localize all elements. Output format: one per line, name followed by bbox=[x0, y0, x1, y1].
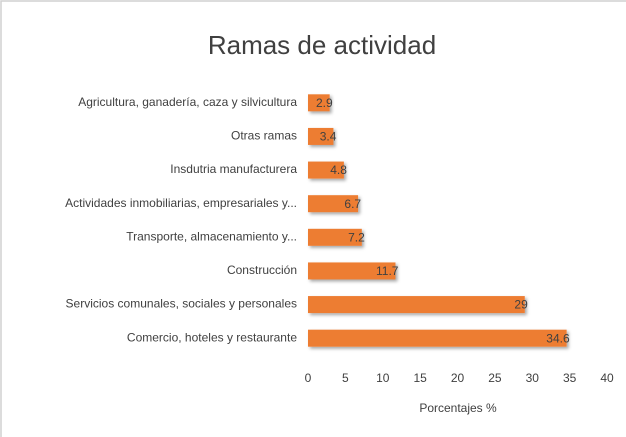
data-label: 34.6 bbox=[546, 331, 570, 345]
x-tick-label: 0 bbox=[305, 371, 312, 385]
data-label: 6.7 bbox=[344, 197, 361, 211]
data-label: 29 bbox=[514, 298, 528, 312]
x-tick-label: 20 bbox=[451, 371, 465, 385]
bar bbox=[308, 127, 334, 145]
bar bbox=[308, 262, 396, 280]
data-label: 3.4 bbox=[320, 130, 337, 144]
x-tick-label: 5 bbox=[342, 371, 349, 385]
y-tick-label: Agricultura, ganadería, caza y silvicult… bbox=[78, 95, 297, 109]
x-tick-label: 30 bbox=[526, 371, 540, 385]
y-tick-label: Construcción bbox=[227, 263, 297, 277]
x-tick-label: 35 bbox=[563, 371, 577, 385]
data-label: 4.8 bbox=[330, 163, 347, 177]
x-tick-label: 10 bbox=[376, 371, 390, 385]
data-label: 7.2 bbox=[348, 230, 365, 244]
data-label: 11.7 bbox=[376, 264, 399, 278]
data-label: 2.9 bbox=[316, 96, 333, 110]
y-tick-label: Otras ramas bbox=[231, 129, 297, 143]
bar bbox=[308, 296, 525, 314]
bar bbox=[308, 329, 567, 347]
bar bbox=[308, 94, 330, 112]
y-tick-label: Insdutria manufacturera bbox=[170, 162, 297, 176]
x-tick-label: 25 bbox=[488, 371, 502, 385]
bar bbox=[308, 161, 344, 179]
chart-title: Ramas de actividad bbox=[208, 30, 436, 60]
bar bbox=[308, 195, 359, 213]
y-tick-label: Actividades inmobiliarias, empresariales… bbox=[65, 196, 297, 210]
y-tick-label: Transporte, almacenamiento y... bbox=[126, 229, 297, 243]
y-tick-label: Servicios comunales, sociales y personal… bbox=[66, 297, 297, 311]
y-tick-label: Comercio, hoteles y restaurante bbox=[127, 330, 297, 344]
bar bbox=[308, 228, 362, 246]
x-axis-label: Porcentajes % bbox=[419, 401, 497, 415]
x-tick-label: 40 bbox=[600, 371, 614, 385]
x-tick-label: 15 bbox=[413, 371, 427, 385]
